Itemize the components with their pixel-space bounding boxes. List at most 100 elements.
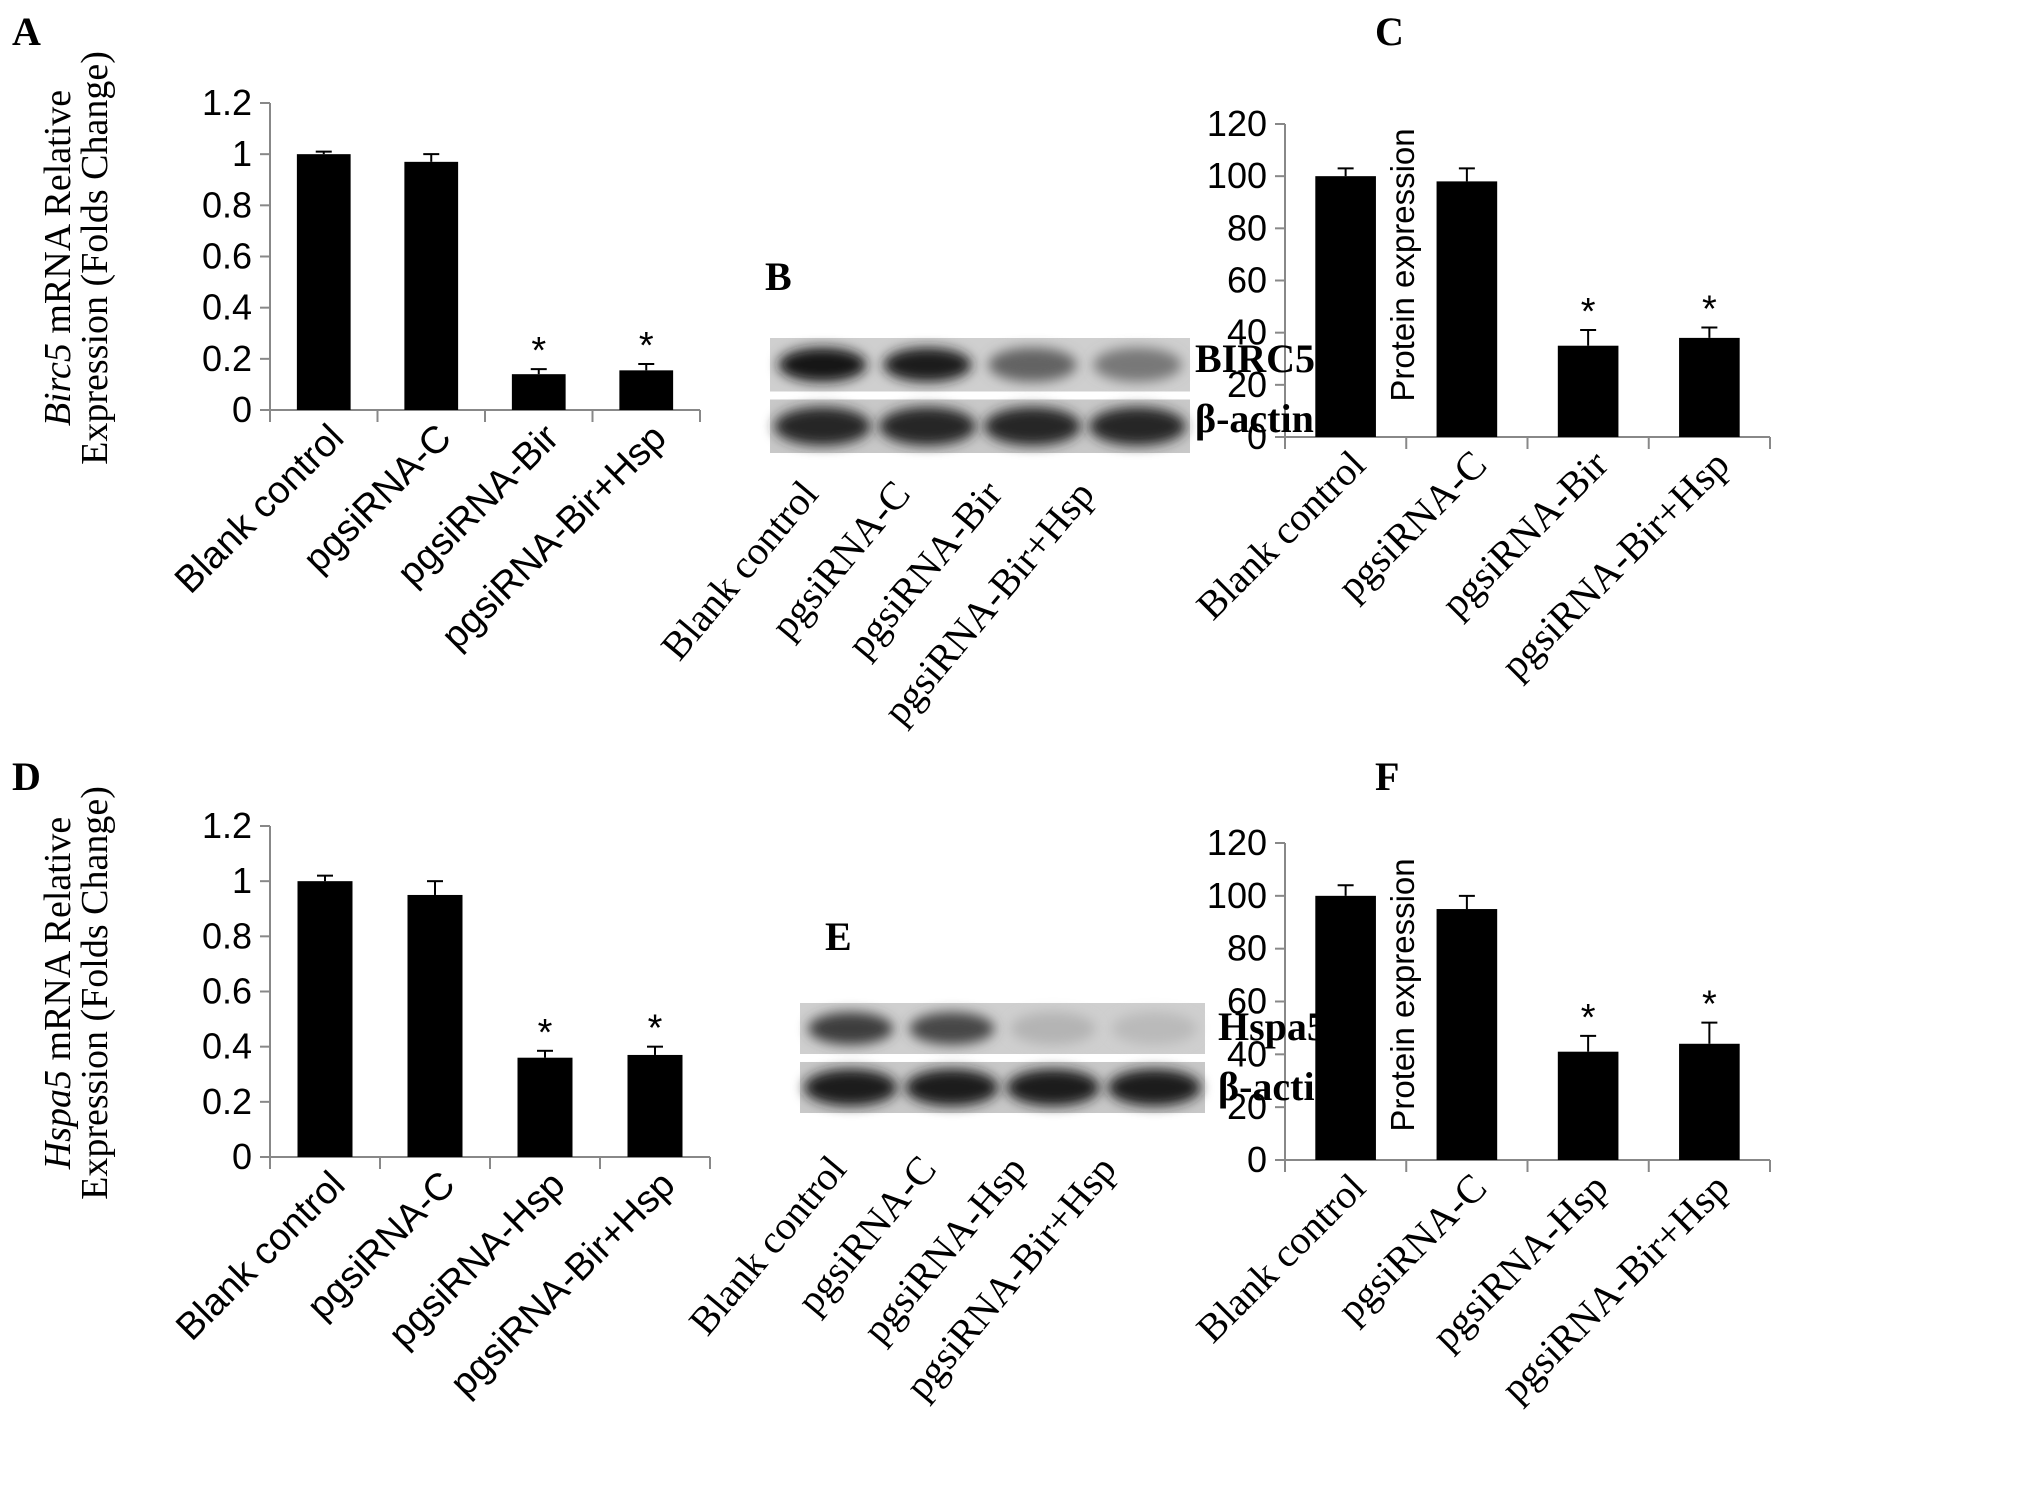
- y-tick-label: 0.8: [202, 915, 252, 956]
- y-tick-label: 0.4: [202, 1026, 252, 1067]
- bar: [1679, 337, 1740, 437]
- bar: [619, 370, 674, 410]
- significance-star: *: [1581, 291, 1596, 333]
- blot-band-top: [988, 347, 1077, 382]
- y-tick-label: 0: [232, 1136, 252, 1177]
- blot-band-bottom: [1107, 1069, 1201, 1106]
- y-axis-label-gene: Birc5: [1440, 208, 1477, 284]
- y-axis-label-line1: Hspa5 mRNA Relative: [37, 817, 79, 1171]
- significance-star: *: [1702, 984, 1717, 1026]
- y-tick-label: 0: [1247, 1139, 1267, 1180]
- y-tick-label: 60: [1227, 260, 1267, 301]
- y-tick-label: 20: [1227, 364, 1267, 405]
- category-label: Blank control: [1187, 442, 1374, 629]
- y-tick-label: 0.2: [202, 1081, 252, 1122]
- y-tick-label: 20: [1227, 1086, 1267, 1127]
- y-tick-label: 1: [232, 133, 252, 174]
- y-tick-label: 40: [1227, 312, 1267, 353]
- y-tick-label: 0.4: [202, 287, 252, 328]
- panel-letter: C: [1375, 9, 1404, 54]
- bar: [627, 1054, 683, 1157]
- y-axis-label-gene: Hspa5: [37, 1070, 79, 1170]
- band-label: Hspa5: [1218, 1004, 1327, 1049]
- y-tick-label: 60: [1227, 981, 1267, 1022]
- blot-band-top: [1111, 1012, 1197, 1045]
- bar: [1557, 1051, 1619, 1160]
- y-axis-label-line2: of Birc5: [1440, 208, 1477, 321]
- band-label: BIRC5: [1195, 336, 1315, 381]
- y-tick-label: 0.2: [202, 338, 252, 379]
- y-axis-label-line1: Protein expression: [1384, 128, 1421, 401]
- category-label: pgsiRNA-Bir+Hsp: [1492, 442, 1738, 688]
- bar: [511, 374, 566, 410]
- significance-star: *: [538, 1012, 553, 1054]
- bar: [1315, 895, 1376, 1160]
- y-tick-label: 120: [1207, 822, 1267, 863]
- y-axis-label-line1: Protein expression: [1384, 858, 1421, 1131]
- y-tick-label: 0.6: [202, 971, 252, 1012]
- bar: [1436, 181, 1498, 437]
- significance-star: *: [648, 1008, 663, 1050]
- y-tick-label: 80: [1227, 207, 1267, 248]
- y-tick-label: 1.2: [202, 82, 252, 123]
- blot-band-bottom: [984, 406, 1081, 446]
- blot-band-top: [778, 347, 867, 382]
- panel-letter: E: [825, 914, 852, 959]
- bar: [297, 881, 353, 1157]
- blot-band-top: [1093, 347, 1182, 382]
- y-axis-label-gene: Hspa5: [1440, 928, 1477, 1024]
- y-tick-label: 80: [1227, 928, 1267, 969]
- y-axis-label-line1: Birc5 mRNA Relative: [37, 90, 79, 426]
- blot-band-top: [883, 347, 972, 382]
- y-tick-label: 1.2: [202, 805, 252, 846]
- bar: [407, 894, 463, 1157]
- y-tick-label: 40: [1227, 1033, 1267, 1074]
- significance-star: *: [1581, 997, 1596, 1039]
- panel-letter: A: [12, 9, 41, 54]
- bar: [517, 1057, 573, 1157]
- bar: [1557, 345, 1619, 437]
- y-axis-label-text: of: [1440, 284, 1477, 321]
- panel-letter: F: [1375, 754, 1399, 799]
- blot-band-bottom: [774, 406, 871, 446]
- y-axis-label-text: mRNA Relative: [37, 90, 79, 343]
- y-axis-label-gene: Birc5: [37, 343, 79, 426]
- y-tick-label: 0.6: [202, 236, 252, 277]
- y-axis-label-line2: of Hspa5: [1440, 928, 1477, 1061]
- significance-star: *: [531, 330, 546, 372]
- band-label: β-actin: [1218, 1064, 1337, 1109]
- y-tick-label: 0: [232, 389, 252, 430]
- blot-band-top: [1010, 1012, 1096, 1045]
- y-tick-label: 120: [1207, 103, 1267, 144]
- y-axis-label-text: of: [1440, 1024, 1477, 1061]
- panel-letter: B: [765, 254, 792, 299]
- blot-band-top: [909, 1012, 995, 1045]
- band-label: β-actin: [1195, 396, 1314, 441]
- category-label: pgsiRNA-Bir+Hsp: [1492, 1165, 1738, 1411]
- y-tick-label: 100: [1207, 875, 1267, 916]
- y-tick-label: 100: [1207, 155, 1267, 196]
- y-axis-label-line2: Expression (Folds Change): [74, 51, 116, 465]
- bar: [404, 161, 459, 410]
- y-tick-label: 1: [232, 860, 252, 901]
- bar: [296, 154, 351, 410]
- blot-band-top: [808, 1012, 894, 1045]
- significance-star: *: [639, 325, 654, 367]
- panel-letters: A B C D E F: [12, 9, 1404, 959]
- bar: [1436, 909, 1498, 1160]
- panel-letter: D: [12, 754, 41, 799]
- y-axis-label-text: mRNA Relative: [37, 817, 79, 1070]
- bar: [1315, 176, 1376, 437]
- blot-band-bottom: [1089, 406, 1186, 446]
- blot-band-bottom: [905, 1069, 999, 1106]
- significance-star: *: [1702, 288, 1717, 330]
- bar: [1679, 1043, 1740, 1160]
- blot-band-bottom: [879, 406, 976, 446]
- blot-band-bottom: [1006, 1069, 1100, 1106]
